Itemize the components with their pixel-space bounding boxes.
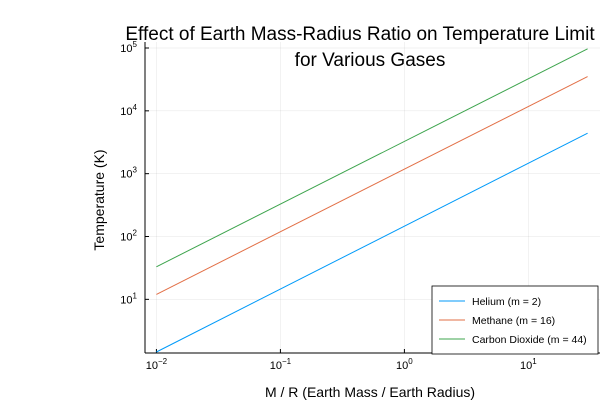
chart-title-line-2: for Various Gases bbox=[295, 50, 446, 71]
legend-entry-label: Carbon Dioxide (m = 44) bbox=[472, 334, 587, 346]
x-tick-label: 100 bbox=[396, 357, 413, 372]
legend-entry-label: Helium (m = 2) bbox=[472, 296, 541, 308]
legend-entry-label: Methane (m = 16) bbox=[472, 315, 555, 327]
y-tick-label: 101 bbox=[120, 291, 137, 306]
x-tick-label: 10−1 bbox=[270, 357, 292, 372]
y-tick-label: 102 bbox=[120, 229, 137, 244]
y-tick-label: 104 bbox=[120, 103, 137, 118]
series-layer bbox=[156, 48, 588, 353]
y-tick-label: 105 bbox=[120, 40, 137, 55]
legend-box bbox=[431, 285, 599, 355]
chart-title-line-1: Effect of Earth Mass-Radius Ratio on Tem… bbox=[125, 24, 595, 45]
x-axis-label: M / R (Earth Mass / Earth Radius) bbox=[265, 384, 475, 400]
legend: Helium (m = 2) Methane (m = 16) Carbon Dio… bbox=[431, 285, 599, 355]
chart-title: Effect of Earth Mass-Radius Ratio on Tem… bbox=[125, 24, 595, 71]
x-tick-label: 101 bbox=[520, 357, 537, 372]
y-tick-label: 103 bbox=[120, 166, 137, 181]
grid-layer bbox=[145, 42, 600, 353]
x-tick-label: 10−2 bbox=[146, 357, 168, 372]
series-line bbox=[156, 48, 588, 268]
series-line bbox=[156, 132, 588, 353]
series-line bbox=[156, 76, 588, 295]
y-axis-label: Temperature (K) bbox=[91, 149, 107, 250]
